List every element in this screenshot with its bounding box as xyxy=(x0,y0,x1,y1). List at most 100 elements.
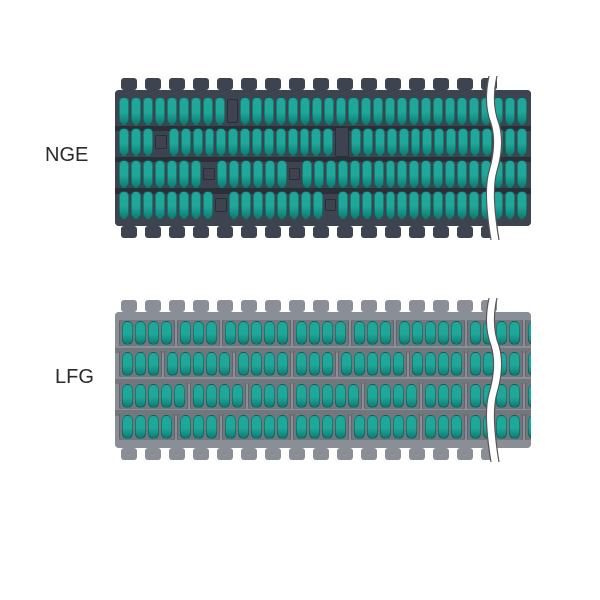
belt-body xyxy=(115,312,531,448)
tooth xyxy=(121,300,137,312)
roller xyxy=(338,191,348,219)
roller xyxy=(425,321,436,345)
roller xyxy=(193,384,204,408)
tooth xyxy=(433,300,449,312)
roller-cell xyxy=(235,351,291,377)
roller-row xyxy=(115,192,531,218)
tooth xyxy=(121,78,137,90)
roller xyxy=(470,384,481,408)
roller xyxy=(277,352,288,376)
roller xyxy=(253,191,263,219)
roller xyxy=(252,97,262,125)
tooth xyxy=(217,78,233,90)
link-plug xyxy=(227,99,238,123)
roller xyxy=(301,191,311,219)
roller xyxy=(312,97,322,125)
roller xyxy=(446,128,456,156)
roller xyxy=(375,128,385,156)
roller xyxy=(148,352,159,376)
roller-cell xyxy=(422,383,465,409)
tooth xyxy=(457,78,473,90)
roller xyxy=(277,384,288,408)
roller xyxy=(251,352,262,376)
tooth xyxy=(361,226,377,238)
belt-nge xyxy=(115,90,531,226)
roller xyxy=(509,352,520,376)
roller-row xyxy=(115,414,531,440)
roller xyxy=(229,191,239,219)
roller xyxy=(180,352,191,376)
roller xyxy=(380,384,391,408)
roller xyxy=(335,415,346,439)
roller xyxy=(434,128,444,156)
roller-cell xyxy=(422,414,465,440)
link-plug xyxy=(335,127,349,157)
roller xyxy=(276,128,286,156)
tooth xyxy=(289,226,305,238)
roller xyxy=(193,415,204,439)
roller xyxy=(225,415,236,439)
roller xyxy=(350,191,360,219)
tooth xyxy=(337,448,353,460)
link-plug xyxy=(155,135,167,149)
roller xyxy=(380,321,391,345)
tooth xyxy=(433,226,449,238)
roller xyxy=(206,384,217,408)
roller xyxy=(277,160,287,188)
roller xyxy=(119,97,129,125)
link-plug xyxy=(325,199,336,211)
roller xyxy=(311,128,321,156)
tooth xyxy=(289,448,305,460)
tooth xyxy=(145,300,161,312)
roller xyxy=(167,97,177,125)
roller xyxy=(288,128,298,156)
tooth xyxy=(313,448,329,460)
roller xyxy=(241,191,251,219)
roller-cell xyxy=(525,351,531,377)
roller xyxy=(135,321,146,345)
roller xyxy=(135,415,146,439)
roller xyxy=(219,384,230,408)
tooth xyxy=(193,300,209,312)
roller xyxy=(363,128,373,156)
roller-cell xyxy=(190,383,246,409)
tooth xyxy=(241,78,257,90)
roller xyxy=(180,321,191,345)
roller xyxy=(322,415,333,439)
tooth xyxy=(241,226,257,238)
roller xyxy=(216,128,226,156)
roller-cell xyxy=(351,320,394,346)
roller xyxy=(409,160,419,188)
tooth xyxy=(289,78,305,90)
roller-cell xyxy=(222,414,291,440)
roller xyxy=(409,191,419,219)
roller xyxy=(409,97,419,125)
roller xyxy=(206,415,217,439)
roller xyxy=(264,352,275,376)
tooth-row xyxy=(121,78,497,90)
roller xyxy=(411,128,421,156)
tooth xyxy=(289,300,305,312)
roller xyxy=(338,160,348,188)
roller xyxy=(393,352,404,376)
roller xyxy=(433,191,443,219)
roller-cell xyxy=(164,351,233,377)
roller xyxy=(445,191,455,219)
roller xyxy=(517,128,527,156)
roller xyxy=(181,128,191,156)
roller xyxy=(326,160,336,188)
roller xyxy=(335,321,346,345)
roller xyxy=(322,384,333,408)
roller xyxy=(119,160,129,188)
roller xyxy=(238,415,249,439)
roller xyxy=(406,384,417,408)
roller xyxy=(264,321,275,345)
roller xyxy=(445,160,455,188)
tooth xyxy=(241,448,257,460)
tooth xyxy=(241,300,257,312)
tooth xyxy=(313,226,329,238)
link-plug xyxy=(289,168,300,180)
roller xyxy=(131,97,141,125)
link-plug xyxy=(203,168,216,180)
tooth xyxy=(433,448,449,460)
